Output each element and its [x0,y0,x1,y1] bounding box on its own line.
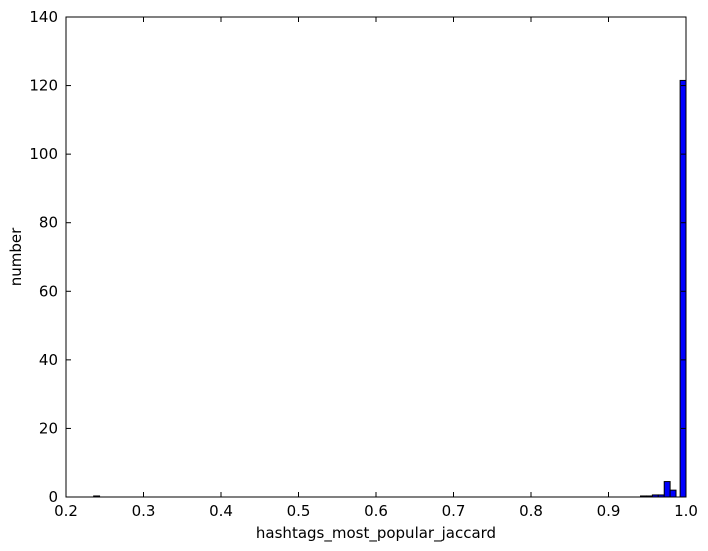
y-tick-label: 100 [29,145,58,163]
y-axis-title: number [7,227,25,286]
y-tick-label: 120 [29,77,58,95]
x-tick-label: 0.9 [597,502,621,520]
x-tick-label: 0.5 [287,502,311,520]
x-tick-label: 0.7 [442,502,466,520]
x-tick-label: 0.2 [54,502,78,520]
y-tick-label: 60 [39,282,58,300]
x-tick-label: 0.8 [519,502,543,520]
histogram-bar [669,489,677,498]
y-tick-label: 20 [39,419,58,437]
y-tick-label: 40 [39,351,58,369]
y-tick-label: 80 [39,214,58,232]
x-tick-label: 0.6 [364,502,388,520]
histogram-bar [679,79,687,498]
x-tick-label: 0.4 [209,502,233,520]
histogram-bar [663,481,671,498]
x-axis-title: hashtags_most_popular_jaccard [256,524,496,543]
y-tick-label: 0 [48,488,58,506]
ticks-group: 0.2 0.3 0.4 0.5 0.6 0.7 0.8 0.9 1.0 0 20 40 60 80 100 1… [29,8,698,520]
x-tick-label: 1.0 [674,502,698,520]
y-tick-label: 140 [29,8,58,26]
x-tick-label: 0.3 [132,502,156,520]
